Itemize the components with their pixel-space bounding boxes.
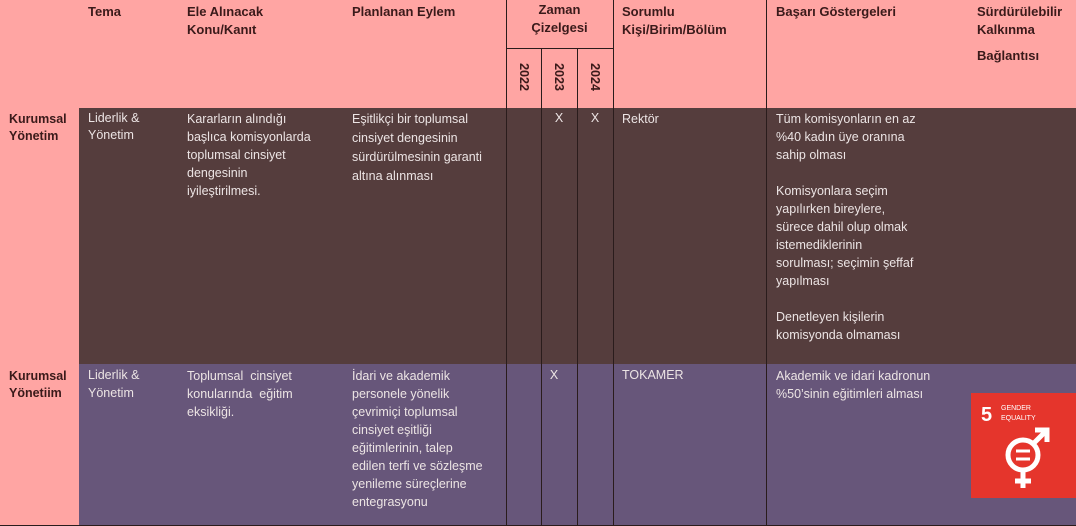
row-tema: Liderlik & Yönetim: [88, 368, 140, 400]
sdg-title-line2: EQUALITY: [1001, 415, 1036, 422]
column-divider: [506, 0, 507, 526]
sdg-title-line1: GENDER: [1001, 405, 1031, 412]
mark-2024: X: [590, 111, 600, 125]
header-zaman: Zaman Çizelgesi: [531, 2, 588, 35]
row-basari: Tüm komisyonların en az %40 kadın üye or…: [776, 112, 916, 342]
row-eylem: Eşitlikçi bir toplumsal cinsiyet dengesi…: [352, 112, 482, 183]
column-divider: [577, 48, 578, 526]
sdg-number: 5: [981, 404, 992, 426]
mark-2023: X: [554, 111, 564, 125]
sdg-5-badge: 5 GENDER EQUALITY: [971, 393, 1076, 498]
header-konu: Ele Alınacak Konu/Kanıt: [187, 4, 264, 37]
column-divider: [541, 48, 542, 526]
header-sorumlu: Sorumlu Kişi/Birim/Bölüm: [622, 4, 727, 37]
column-divider: [613, 0, 614, 526]
column-divider: [766, 0, 767, 526]
row-sorumlu: Rektör: [622, 112, 659, 126]
header-eylem: Planlanan Eylem: [352, 4, 456, 19]
header-year-2023: 2023: [552, 63, 566, 91]
row-eylem: İdari ve akademik personele yönelik çevr…: [352, 369, 483, 509]
mark-2023: X: [549, 368, 559, 382]
gender-equality-icon: 5 GENDER EQUALITY: [981, 404, 1050, 488]
header-divider: [506, 48, 613, 49]
header-tema: Tema: [88, 4, 121, 19]
row-basari: Akademik ve idari kadronun %50’sinin eği…: [776, 369, 931, 401]
row-konu: Kararların alındığı başlıca komisyonlard…: [187, 112, 311, 198]
row-label: Kurumsal Yönetim: [9, 112, 67, 143]
row-tema: Liderlik & Yönetim: [88, 111, 140, 142]
row-konu: Toplumsal cinsiyet konularında eğitim ek…: [187, 369, 293, 419]
header-basari: Başarı Göstergeleri: [776, 4, 896, 19]
row-label: Kurumsal Yönetiim: [9, 369, 67, 400]
header-year-2022: 2022: [517, 63, 531, 91]
header-surdurulebilir: Sürdürülebilir Kalkınma Bağlantısı: [977, 4, 1063, 63]
row-sorumlu: TOKAMER: [622, 368, 684, 382]
header-year-2024: 2024: [588, 63, 602, 91]
